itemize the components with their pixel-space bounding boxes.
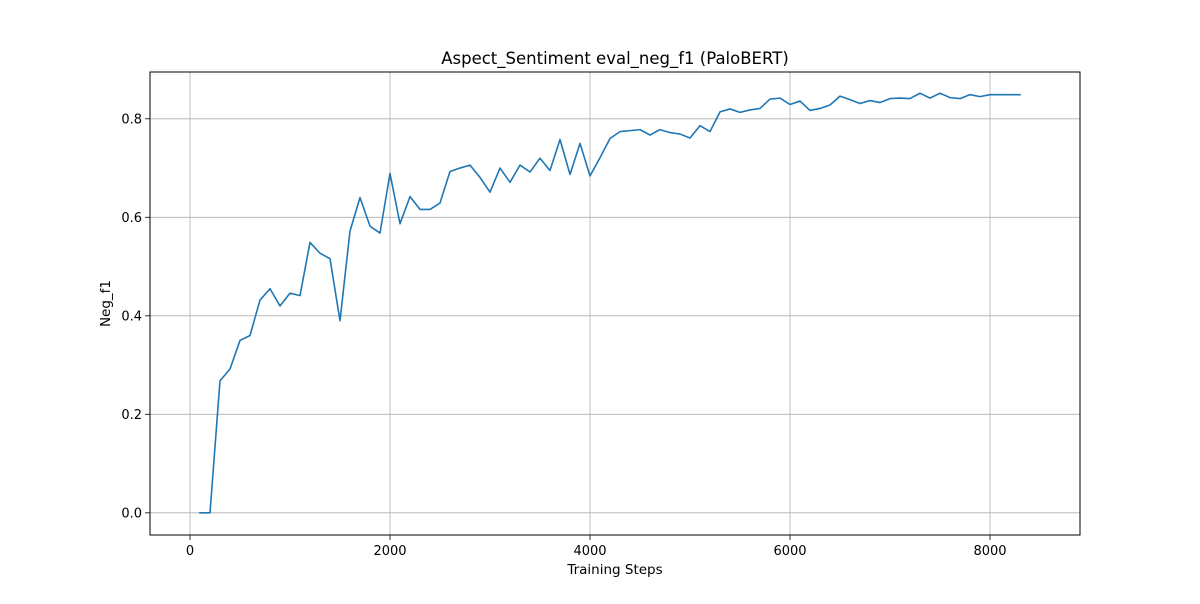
chart-title: Aspect_Sentiment eval_neg_f1 (PaloBERT) xyxy=(441,49,789,69)
x-tick-label: 2000 xyxy=(373,544,406,559)
y-tick-label: 0.6 xyxy=(121,211,142,226)
series-layer xyxy=(199,92,1021,514)
y-tick-label: 0.8 xyxy=(121,112,142,127)
series-line-neg-f1 xyxy=(199,92,1021,514)
axis-ticks: 0 2000 4000 6000 8000 0.0 0.2 0.4 0.6 0.8 xyxy=(121,112,1006,559)
plot-frame xyxy=(149,71,1081,536)
y-tick-label: 0.2 xyxy=(121,408,142,423)
x-tick-label: 6000 xyxy=(773,544,806,559)
x-tick-label: 0 xyxy=(186,544,194,559)
y-tick-label: 0.4 xyxy=(121,309,142,324)
y-axis-label: Neg_f1 xyxy=(98,280,114,327)
y-tick-label: 0.0 xyxy=(121,506,142,521)
grid-lines xyxy=(150,72,1080,535)
x-axis-label: Training Steps xyxy=(566,562,662,578)
x-tick-label: 4000 xyxy=(573,544,606,559)
x-tick-label: 8000 xyxy=(973,544,1006,559)
